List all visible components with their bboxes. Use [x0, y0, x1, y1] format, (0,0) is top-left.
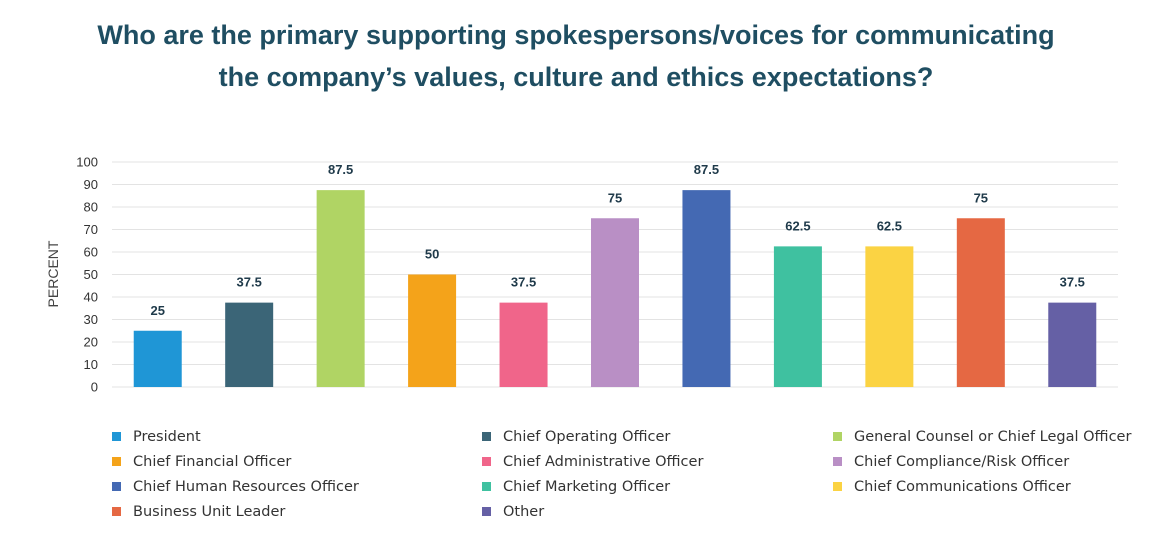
chart-title-line-1: Who are the primary supporting spokesper… [97, 20, 1055, 50]
bar [408, 274, 457, 387]
bar [865, 246, 914, 387]
chart-title-line-2: the company’s values, culture and ethics… [218, 62, 934, 92]
y-tick-label: 0 [91, 380, 98, 395]
legend-item: Other [482, 499, 544, 524]
legend-item: Business Unit Leader [112, 499, 285, 524]
data-label: 87.5 [694, 162, 719, 177]
data-label: 75 [608, 190, 622, 205]
y-axis-label: PERCENT [45, 240, 61, 307]
legend-swatch [833, 482, 842, 491]
chart-title: Who are the primary supporting spokesper… [0, 14, 1152, 98]
bar [591, 218, 639, 387]
y-tick-label: 30 [84, 312, 98, 327]
y-tick-label: 60 [84, 245, 98, 260]
legend-swatch [112, 432, 121, 441]
legend-item: Chief Compliance/Risk Officer [833, 449, 1069, 474]
data-label: 37.5 [511, 275, 536, 290]
bars [133, 190, 1097, 387]
legend-swatch [482, 432, 491, 441]
legend-label: Chief Communications Officer [854, 478, 1071, 495]
legend-item: Chief Communications Officer [833, 474, 1071, 499]
legend-label: Chief Compliance/Risk Officer [854, 453, 1070, 470]
y-tick-label: 90 [84, 177, 98, 192]
y-tick-label: 100 [76, 155, 98, 170]
legend-swatch [833, 432, 842, 441]
bar-chart: 0 10 20 30 40 50 60 70 80 90 100 PERCENT 25 37.5 87.… [45, 155, 1118, 395]
data-labels: 25 37.5 87.5 50 37.5 75 87.5 62.5 62.5 75 37.5 [150, 162, 1084, 318]
bar [1048, 302, 1097, 387]
legend-item: Chief Marketing Officer [482, 474, 670, 499]
legend-swatch [112, 482, 121, 491]
data-label: 62.5 [785, 218, 810, 233]
bar [225, 302, 274, 387]
y-axis-ticks: 0 10 20 30 40 50 60 70 80 90 100 [76, 155, 98, 395]
legend-label: President [133, 428, 201, 445]
legend-swatch [482, 482, 491, 491]
legend-item: Chief Operating Officer [482, 424, 670, 449]
legend-swatch [112, 507, 121, 516]
legend-label: Chief Operating Officer [503, 428, 671, 445]
legend-label: Chief Financial Officer [133, 453, 292, 470]
bar [682, 190, 731, 387]
legend-item: General Counsel or Chief Legal Officer [833, 424, 1131, 449]
bar [316, 190, 365, 387]
legend-swatch [833, 457, 842, 466]
y-tick-label: 50 [84, 267, 98, 282]
legend-label: Chief Administrative Officer [503, 453, 704, 470]
data-label: 75 [974, 190, 988, 205]
y-tick-label: 10 [84, 357, 98, 372]
data-label: 37.5 [1060, 275, 1085, 290]
y-tick-label: 20 [84, 335, 98, 350]
legend-label: Business Unit Leader [133, 503, 286, 520]
y-tick-label: 80 [84, 200, 98, 215]
data-label: 62.5 [877, 218, 902, 233]
legend-item: Chief Human Resources Officer [112, 474, 359, 499]
data-label: 37.5 [237, 275, 262, 290]
legend-item: Chief Financial Officer [112, 449, 291, 474]
data-label: 25 [150, 303, 164, 318]
legend-item: Chief Administrative Officer [482, 449, 703, 474]
legend-label: General Counsel or Chief Legal Officer [854, 428, 1132, 445]
bar [499, 302, 548, 387]
legend-label: Chief Marketing Officer [503, 478, 671, 495]
bar [773, 246, 822, 387]
y-tick-label: 40 [84, 290, 98, 305]
legend-label: Other [503, 503, 545, 520]
legend-label: Chief Human Resources Officer [133, 478, 359, 495]
legend: President Chief Operating Officer General … [112, 424, 1152, 534]
legend-swatch [482, 507, 491, 516]
data-label: 87.5 [328, 162, 353, 177]
legend-swatch [482, 457, 491, 466]
data-label: 50 [425, 247, 439, 262]
legend-item: President [112, 424, 201, 449]
legend-swatch [112, 457, 121, 466]
y-tick-label: 70 [84, 222, 98, 237]
bar [956, 218, 1005, 387]
bar [133, 330, 182, 387]
